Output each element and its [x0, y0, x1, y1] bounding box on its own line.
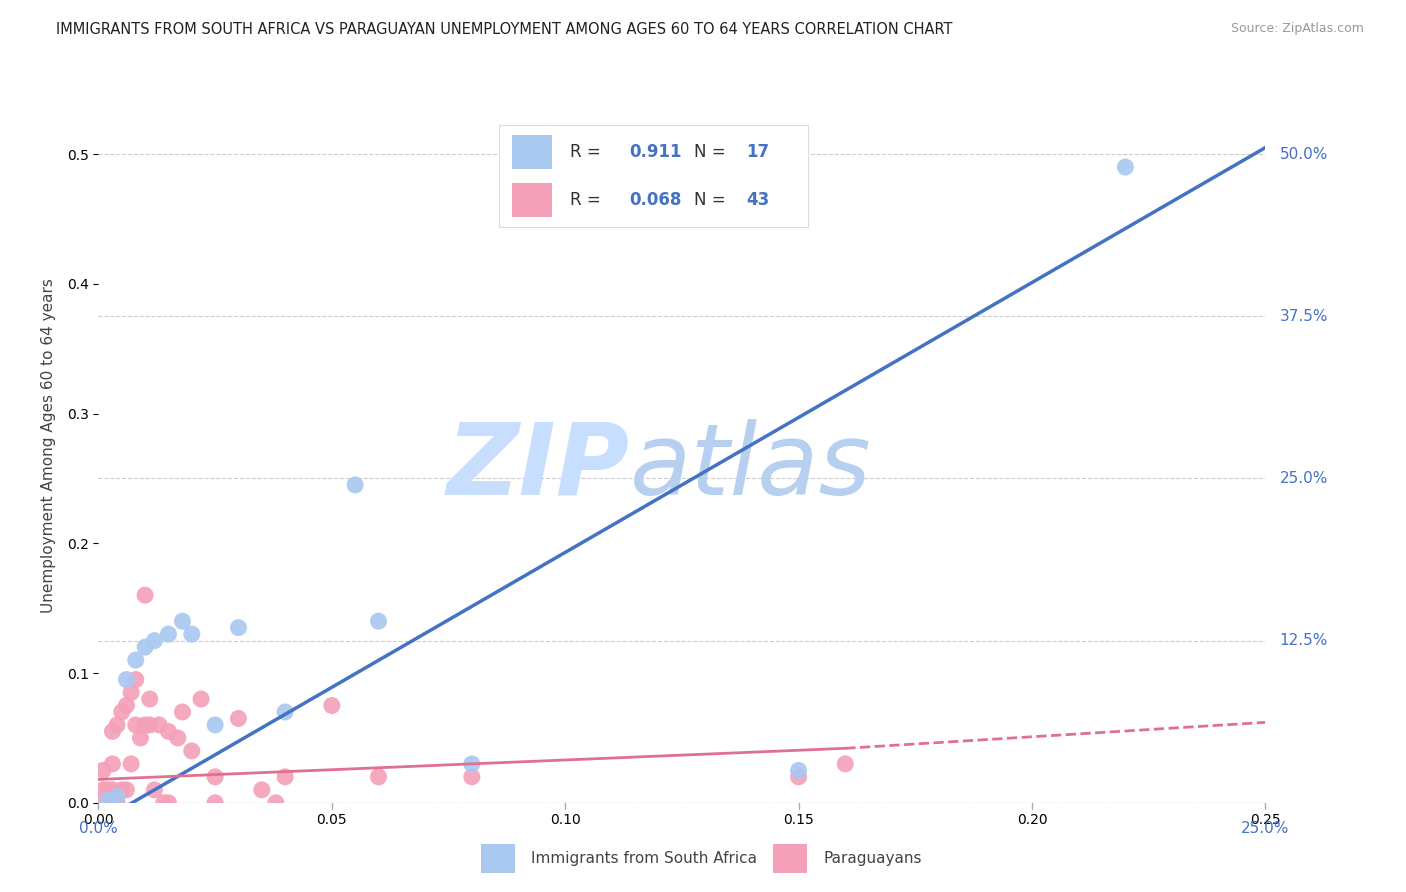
Point [143, 782, 166, 797]
Text: 25.0%: 25.0% [1241, 821, 1289, 836]
Point [166, 731, 188, 745]
Point [105, 718, 128, 732]
Text: R =: R = [571, 143, 606, 161]
Point [228, 621, 250, 635]
Point [157, 724, 180, 739]
Text: 0.911: 0.911 [628, 143, 682, 161]
Point [180, 627, 202, 641]
Point [115, 698, 138, 713]
Point [274, 705, 297, 719]
Bar [512, 184, 551, 218]
Bar [512, 136, 551, 169]
Bar [773, 844, 807, 873]
Point [180, 744, 202, 758]
Point [97, 796, 120, 810]
Point [367, 614, 389, 628]
Text: 0.068: 0.068 [628, 191, 682, 210]
Text: Immigrants from South Africa: Immigrants from South Africa [531, 851, 758, 866]
Point [125, 653, 148, 667]
Point [139, 692, 162, 706]
Point [367, 770, 389, 784]
Text: N =: N = [695, 191, 731, 210]
Text: 25.0%: 25.0% [1279, 471, 1327, 486]
Text: ZIP: ZIP [446, 419, 630, 516]
Bar [481, 844, 515, 873]
Text: 17: 17 [747, 143, 769, 161]
Point [134, 640, 156, 654]
Text: 43: 43 [747, 191, 770, 210]
Point [105, 789, 128, 804]
Point [787, 764, 810, 778]
Point [105, 796, 128, 810]
Point [101, 724, 124, 739]
Point [115, 782, 138, 797]
Point [172, 614, 194, 628]
Point [143, 633, 166, 648]
Text: 12.5%: 12.5% [1279, 633, 1327, 648]
Point [120, 685, 142, 699]
Text: 0.0%: 0.0% [79, 821, 118, 836]
Point [204, 718, 226, 732]
Point [129, 731, 152, 745]
Point [125, 718, 148, 732]
Point [321, 698, 343, 713]
Point [787, 770, 810, 784]
Point [228, 711, 250, 725]
Point [157, 796, 180, 810]
Point [120, 756, 142, 771]
Point [152, 796, 174, 810]
Point [97, 782, 120, 797]
Point [111, 782, 134, 797]
Point [134, 718, 156, 732]
Y-axis label: Unemployment Among Ages 60 to 64 years: Unemployment Among Ages 60 to 64 years [41, 278, 56, 614]
Text: Paraguayans: Paraguayans [824, 851, 922, 866]
Point [461, 756, 484, 771]
Point [204, 796, 226, 810]
Point [264, 796, 287, 810]
Point [125, 673, 148, 687]
Point [101, 782, 124, 797]
Point [204, 770, 226, 784]
Point [190, 692, 212, 706]
Point [134, 588, 156, 602]
Text: 50.0%: 50.0% [1279, 146, 1327, 161]
Point [157, 627, 180, 641]
Point [461, 770, 484, 784]
Point [834, 756, 856, 771]
Text: R =: R = [571, 191, 606, 210]
Point [139, 718, 162, 732]
Point [111, 705, 134, 719]
Point [91, 796, 114, 810]
Text: atlas: atlas [630, 419, 872, 516]
Point [250, 782, 273, 797]
Point [97, 793, 120, 807]
Point [1114, 160, 1136, 174]
Point [91, 782, 114, 797]
Point [101, 756, 124, 771]
Point [115, 673, 138, 687]
Text: Source: ZipAtlas.com: Source: ZipAtlas.com [1230, 22, 1364, 36]
Point [91, 764, 114, 778]
Point [148, 718, 170, 732]
Text: 37.5%: 37.5% [1279, 309, 1327, 324]
Text: IMMIGRANTS FROM SOUTH AFRICA VS PARAGUAYAN UNEMPLOYMENT AMONG AGES 60 TO 64 YEAR: IMMIGRANTS FROM SOUTH AFRICA VS PARAGUAY… [56, 22, 953, 37]
Point [344, 478, 367, 492]
Point [274, 770, 297, 784]
Text: N =: N = [695, 143, 731, 161]
Point [172, 705, 194, 719]
